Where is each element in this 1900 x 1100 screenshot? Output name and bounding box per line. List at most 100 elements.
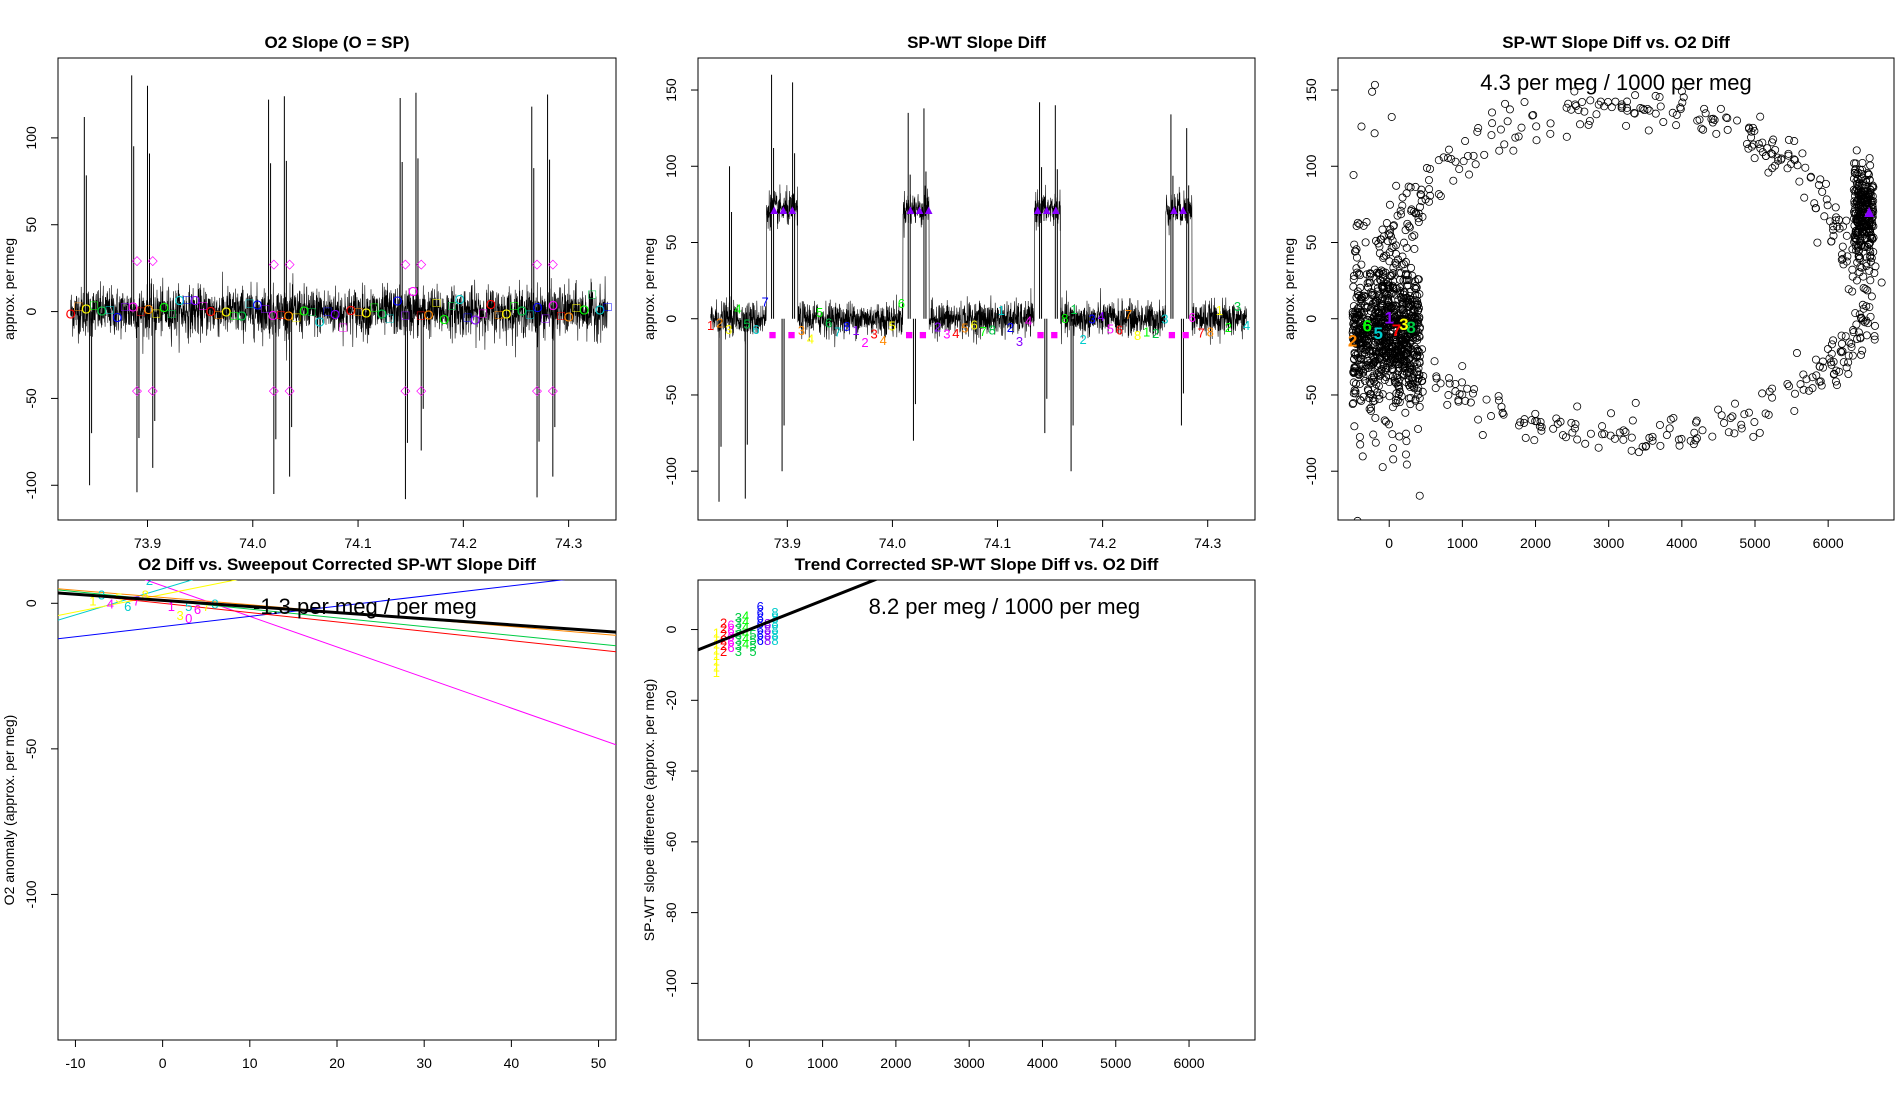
p3-point	[1695, 115, 1704, 124]
p2-point-marker: 2	[861, 335, 868, 350]
p3-point	[1631, 398, 1640, 407]
p3-point	[1701, 109, 1710, 118]
p5-ytick-label: 0	[663, 625, 679, 633]
p1-point-marker: O	[252, 298, 262, 313]
p3-point	[1398, 297, 1407, 306]
p3-point	[1372, 347, 1381, 356]
p3-point	[1674, 435, 1683, 444]
p3-point	[1841, 332, 1850, 341]
p3-point	[1852, 146, 1861, 155]
p3-point	[1406, 183, 1415, 192]
p1-point-marker: ◇	[416, 256, 426, 271]
p3-point	[1358, 452, 1367, 461]
p3-point	[1764, 168, 1773, 177]
p3-point	[1745, 123, 1754, 132]
p3-point	[1758, 138, 1767, 147]
p3-point	[1351, 387, 1360, 396]
p4-ylabel: O2 anomaly (approx. per meg)	[1, 715, 17, 906]
p1-point-marker: O	[595, 302, 605, 317]
p3-point	[1359, 355, 1368, 364]
p3-point	[1802, 375, 1811, 384]
p3-point	[1640, 106, 1649, 115]
p3-point	[1366, 269, 1375, 278]
p3-point	[1838, 242, 1847, 251]
p3-point	[1354, 369, 1363, 378]
p1-point-marker: □	[152, 305, 160, 320]
p3-point	[1361, 238, 1370, 247]
p1-point-marker: □	[401, 307, 409, 322]
p3-point	[1434, 156, 1443, 165]
p3-point	[1388, 372, 1397, 381]
p3-point	[1444, 391, 1453, 400]
p1-point-marker: □	[557, 308, 565, 323]
p5-xtick-label: 5000	[1100, 1055, 1131, 1071]
p1-point-marker: ◇	[532, 256, 542, 271]
p3-point	[1380, 322, 1389, 331]
p1-point-marker: □	[541, 310, 549, 325]
p3-point	[1382, 219, 1391, 228]
p3-point	[1369, 299, 1378, 308]
p1-point-marker: ◇	[548, 383, 558, 398]
p3-point	[1397, 392, 1406, 401]
p3-point	[1714, 405, 1723, 414]
p3-point	[1656, 102, 1665, 111]
p3-point	[1707, 115, 1716, 124]
p3-point	[1790, 406, 1799, 415]
p3-point	[1573, 435, 1582, 444]
p3-point	[1600, 102, 1609, 111]
p2-ytick-label: -100	[663, 457, 679, 485]
p3-point	[1576, 120, 1585, 129]
p3-point	[1349, 367, 1358, 376]
p3-point	[1669, 413, 1678, 422]
p3-point	[1365, 377, 1374, 386]
p1-series-line	[70, 271, 608, 361]
p2-ytick-label: -50	[663, 385, 679, 405]
p1-point-marker: O	[579, 302, 589, 317]
p3-point	[1436, 192, 1445, 201]
p3-xtick-label: 4000	[1666, 535, 1697, 551]
p4-ytick-label: -50	[23, 739, 39, 759]
p3-point	[1373, 337, 1382, 346]
p3-point	[1488, 119, 1497, 128]
p3-point	[1410, 314, 1419, 323]
p3-point	[1394, 329, 1403, 338]
p3-point	[1406, 393, 1415, 402]
p3-point	[1801, 163, 1810, 172]
p1-point-marker: □	[277, 307, 285, 322]
p3-point	[1754, 139, 1763, 148]
p3-point	[1374, 323, 1383, 332]
p3-point	[1855, 310, 1864, 319]
p3-point	[1666, 415, 1675, 424]
p3-point	[1692, 434, 1701, 443]
p2-point-marker: 4	[1098, 309, 1105, 324]
p1-xtick-label: 74.3	[555, 535, 582, 551]
p1-point-marker: O	[564, 310, 574, 325]
p3-point	[1369, 371, 1378, 380]
p3-point	[1389, 221, 1398, 230]
p3-point	[1834, 215, 1843, 224]
p3-point	[1380, 367, 1389, 376]
p3-point	[1370, 317, 1379, 326]
p1-point-marker: O	[330, 307, 340, 322]
p3-point	[1866, 312, 1875, 321]
p3-point	[1785, 382, 1794, 391]
p3-annotation: 4.3 per meg / 1000 per meg	[1480, 70, 1752, 95]
p4-point-marker: 1	[168, 599, 175, 614]
p3-point	[1388, 444, 1397, 453]
p2-point-marker: ■	[1050, 327, 1058, 342]
p3-point	[1656, 441, 1665, 450]
p5-point-marker: 5	[749, 632, 756, 647]
p3-point	[1808, 373, 1817, 382]
p3-xtick-label: 5000	[1739, 535, 1770, 551]
p3-point	[1408, 232, 1417, 241]
p3-point	[1403, 271, 1412, 280]
p3-point	[1401, 450, 1410, 459]
p3-point	[1571, 102, 1580, 111]
p3-point	[1357, 396, 1366, 405]
p1-xtick-label: 74.1	[344, 535, 371, 551]
p5-point-marker: 2	[720, 621, 727, 636]
p3-point-marker: 2	[1348, 332, 1357, 351]
p3-point	[1350, 247, 1359, 256]
p3-point	[1371, 308, 1380, 317]
p3-point	[1458, 362, 1467, 371]
